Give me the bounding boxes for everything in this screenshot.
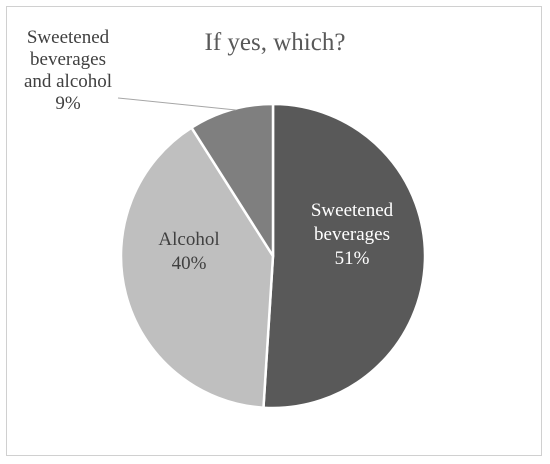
- leader-line: [117, 97, 237, 111]
- slice-labels: Sweetened beverages 51% Alcohol 40% Sweetened…: [24, 27, 394, 274]
- leader-lines: [117, 97, 237, 111]
- pie-slices: [119, 102, 427, 410]
- slice-label-sweetened-beverages-and-alcohol: Sweetened beverages and alcohol 9%: [24, 27, 112, 114]
- slice-label-sweetened-beverages: Sweetened beverages 51%: [311, 200, 394, 269]
- pie-slice-sweetened-beverages: [262, 102, 427, 410]
- chart-title: If yes, which?: [204, 29, 346, 56]
- pie-slice-sweetened-beverages-and-alcohol: [190, 102, 275, 258]
- slice-label-alcohol: Alcohol 40%: [158, 229, 219, 274]
